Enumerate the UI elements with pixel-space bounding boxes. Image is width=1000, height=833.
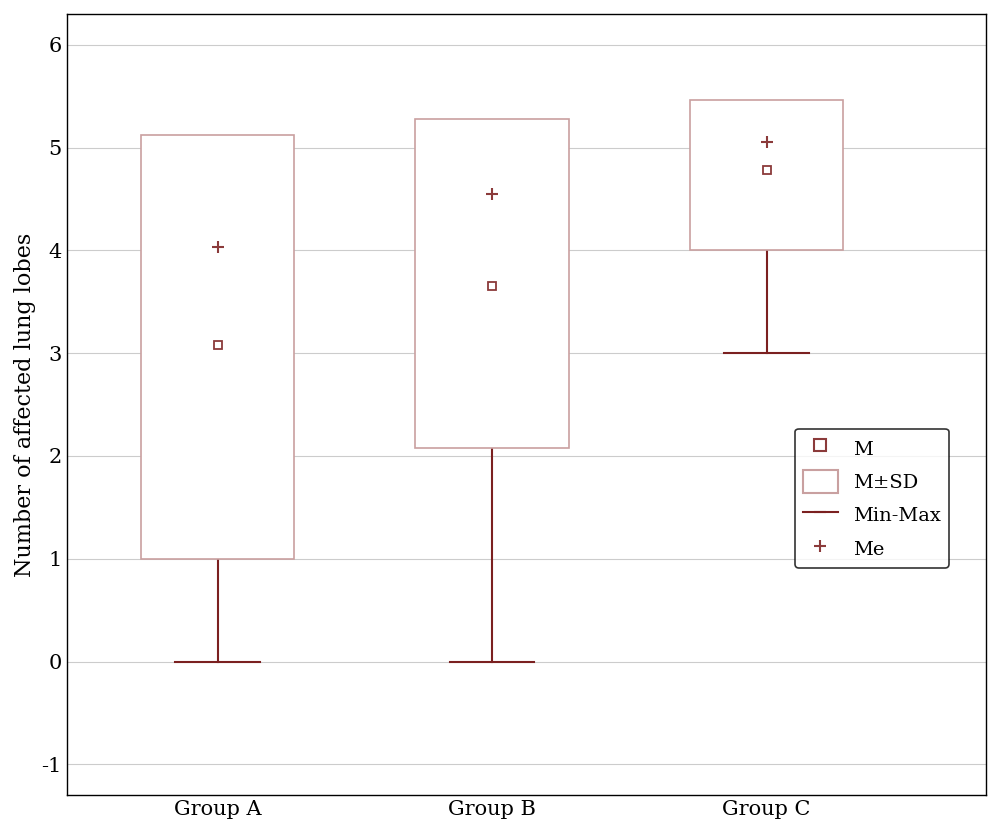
Bar [415,119,569,448]
Y-axis label: Number of affected lung lobes: Number of affected lung lobes [14,232,36,576]
Bar [690,100,843,251]
Bar [141,135,294,559]
Legend: M, M±SD, Min-Max, Me: M, M±SD, Min-Max, Me [795,428,949,568]
